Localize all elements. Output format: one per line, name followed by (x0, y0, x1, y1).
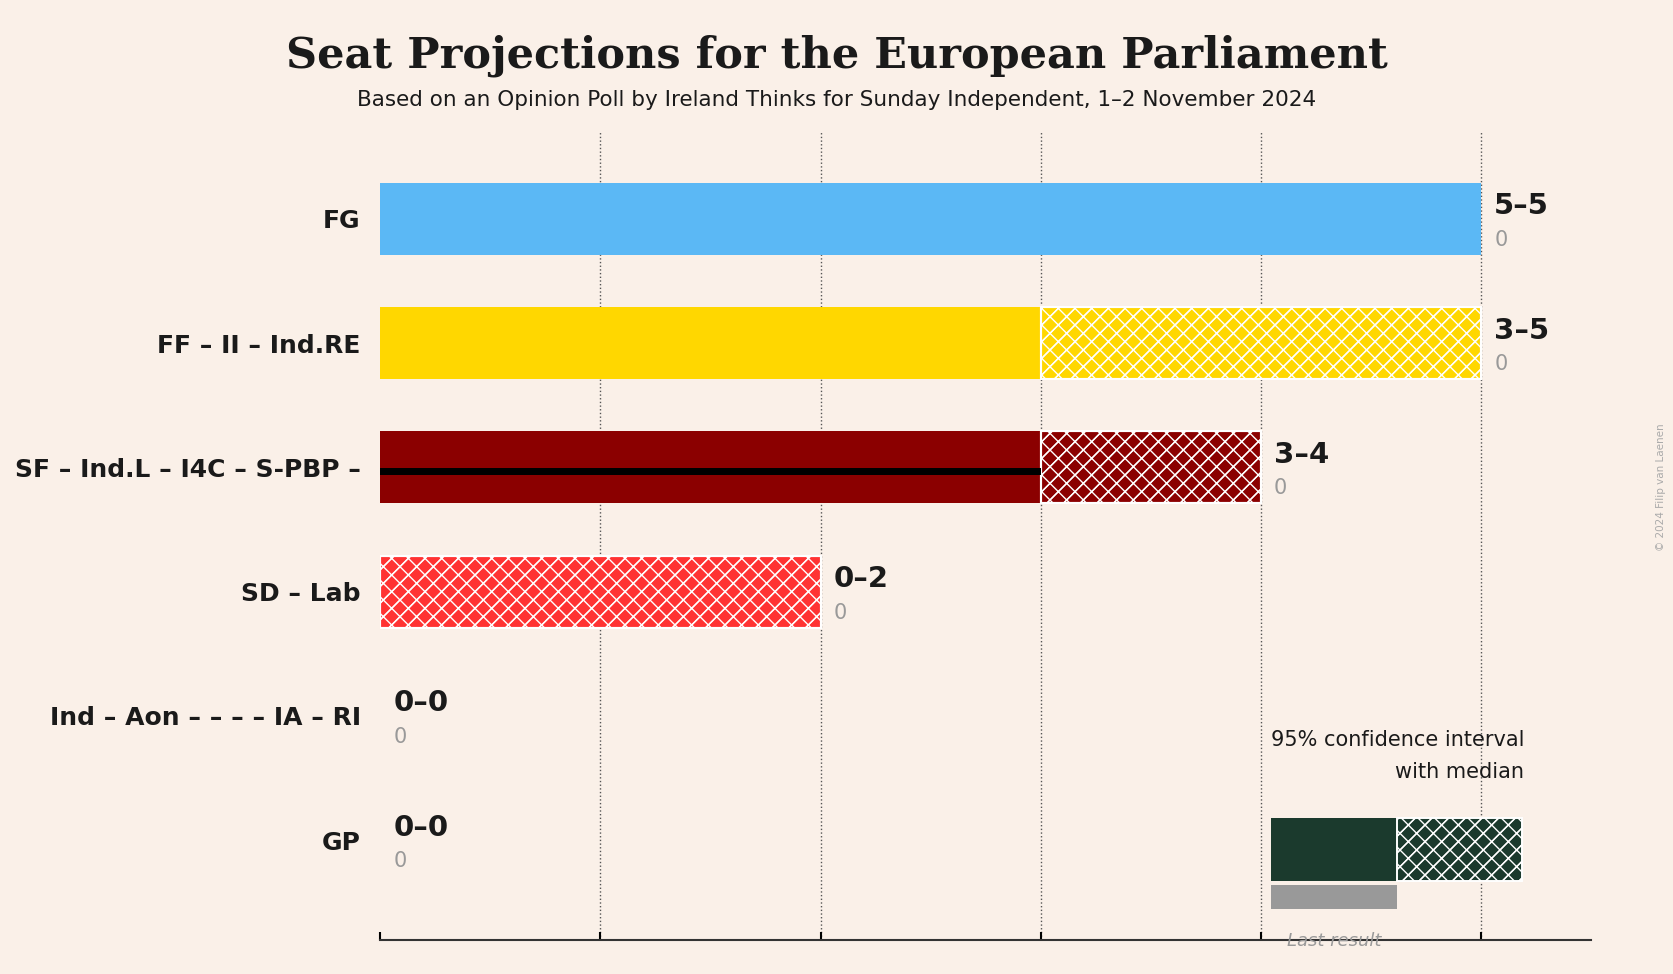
Bar (380, 431, 1041, 504)
Bar (380, 307, 1041, 379)
Bar (380, 468, 1041, 475)
Text: Based on an Opinion Poll by Ireland Thinks for Sunday Independent, 1–2 November : Based on an Opinion Poll by Ireland Thin… (356, 90, 1317, 110)
Text: 3–5: 3–5 (1494, 317, 1549, 345)
Text: 95% confidence interval: 95% confidence interval (1271, 730, 1524, 750)
Text: 0: 0 (1494, 355, 1507, 374)
Text: Seat Projections for the European Parliament: Seat Projections for the European Parlia… (286, 34, 1387, 77)
Text: 0–2: 0–2 (833, 565, 888, 593)
Text: with median: with median (1395, 762, 1524, 782)
Bar (1041, 307, 1481, 379)
Bar (1041, 307, 1481, 379)
Text: 3–4: 3–4 (1275, 441, 1330, 468)
Bar (1041, 431, 1261, 504)
Text: 5–5: 5–5 (1494, 193, 1549, 220)
Text: Last result: Last result (1287, 932, 1382, 950)
Text: © 2024 Filip van Laenen: © 2024 Filip van Laenen (1656, 423, 1666, 551)
Text: 0–0: 0–0 (393, 690, 448, 718)
Bar (380, 555, 820, 627)
Bar (1041, 307, 1481, 379)
Text: 0: 0 (393, 727, 407, 747)
Text: 0: 0 (833, 603, 847, 622)
Bar (380, 183, 1481, 255)
Bar (1041, 431, 1261, 504)
Text: 0–0: 0–0 (393, 813, 448, 842)
Text: 0: 0 (1494, 230, 1507, 250)
Text: 0: 0 (393, 851, 407, 871)
Text: 0: 0 (1275, 478, 1287, 499)
Bar (380, 555, 820, 627)
Bar (380, 555, 820, 627)
Bar (1041, 431, 1261, 504)
